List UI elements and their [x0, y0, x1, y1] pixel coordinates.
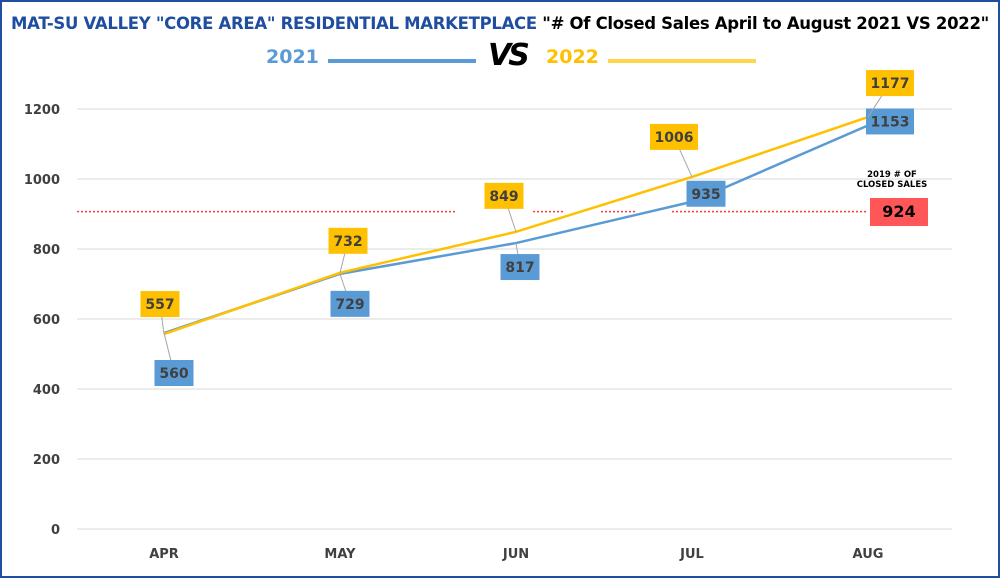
data-label-2022: 1177: [871, 76, 910, 92]
legend-2021: 2021: [266, 46, 319, 68]
data-label-box: [328, 227, 368, 254]
reference-caption-line2: CLOSED SALES: [856, 180, 928, 190]
data-label-box: [650, 123, 698, 150]
data-label-box: [866, 70, 914, 97]
data-label-2021: 935: [691, 187, 720, 203]
chart-title: MAT-SU VALLEY "CORE AREA" RESIDENTIAL MA…: [2, 14, 998, 33]
y-tick-label: 0: [51, 523, 60, 538]
series-line-2022: [163, 115, 869, 336]
x-tick-label: JUL: [679, 547, 704, 562]
title-part-2: "# Of Closed Sales April to August 2021 …: [542, 14, 989, 33]
x-tick-label: APR: [149, 547, 179, 562]
data-label-box: [686, 180, 726, 207]
data-label-box: [866, 108, 914, 135]
data-label-2021: 1153: [871, 114, 910, 130]
reference-value-box: 924: [870, 198, 928, 226]
reference-caption-line1: 2019 # OF: [867, 170, 917, 180]
data-label-box: [140, 291, 180, 318]
y-tick-label: 1000: [24, 173, 60, 188]
data-label-2022: 1006: [655, 130, 694, 146]
y-tick-label: 800: [33, 243, 60, 258]
data-label-2021: 817: [505, 260, 534, 276]
x-tick-label: MAY: [324, 547, 356, 562]
legend-line-2021: [328, 59, 476, 63]
title-part-1: MAT-SU VALLEY "CORE AREA" RESIDENTIAL MA…: [11, 14, 537, 33]
legend-vs: VS: [488, 38, 530, 73]
y-tick-label: 400: [33, 383, 60, 398]
legend-2022: 2022: [546, 46, 599, 68]
data-label-2021: 560: [159, 366, 188, 382]
x-tick-label: JUN: [502, 547, 529, 562]
reference-caption: 2019 # OF CLOSED SALES: [844, 170, 940, 190]
y-tick-label: 1200: [24, 103, 60, 118]
data-label-box: [330, 290, 370, 317]
data-label-box: [484, 182, 524, 209]
data-label-2022: 732: [333, 234, 362, 250]
data-label-2022: 557: [145, 297, 174, 313]
y-tick-label: 200: [33, 453, 60, 468]
data-label-2022: 849: [489, 189, 518, 205]
legend-line-2022: [608, 59, 756, 63]
series-line-2021: [163, 124, 869, 335]
x-tick-label: AUG: [853, 547, 884, 562]
data-label-box: [154, 360, 194, 386]
y-tick-label: 600: [33, 313, 60, 328]
data-label-2021: 729: [335, 297, 364, 313]
data-label-box: [500, 254, 540, 281]
